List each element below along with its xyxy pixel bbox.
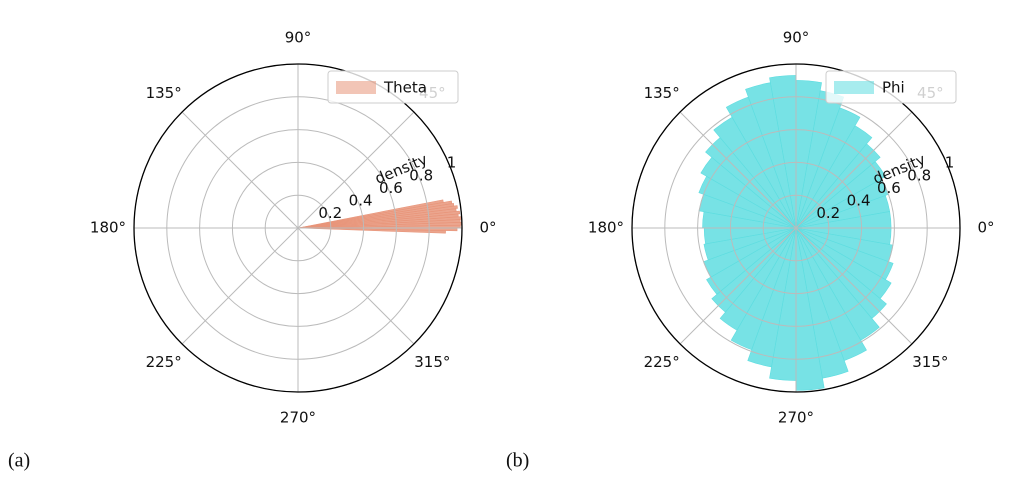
radial-tick-label: 0.6 <box>379 179 403 197</box>
bar <box>713 116 797 229</box>
bar <box>795 227 849 379</box>
bar <box>297 199 444 229</box>
grid-line <box>181 111 299 229</box>
angle-tick-label: 315° <box>414 353 450 371</box>
grid-line <box>297 111 415 229</box>
angle-tick-label: 225° <box>146 353 182 371</box>
legend-swatch <box>834 81 874 94</box>
radial-tick-label: 0.8 <box>409 166 433 184</box>
panel-caption: (a) <box>8 450 30 472</box>
angle-tick-label: 270° <box>778 409 814 427</box>
angle-tick-label: 90° <box>285 29 312 47</box>
polar-frame <box>133 63 463 393</box>
radial-tick-label: 0.6 <box>877 179 901 197</box>
radial-tick-label: 0.2 <box>318 204 342 222</box>
radial-tick-label: 1 <box>447 154 457 172</box>
bar <box>725 96 797 229</box>
legend-label: Theta <box>383 79 427 97</box>
bar <box>795 227 894 281</box>
radial-tick-label: 1 <box>945 154 955 172</box>
grid-line <box>181 227 299 345</box>
polar-frame <box>631 63 961 393</box>
legend-label: Phi <box>882 79 905 97</box>
panel-caption: (b) <box>506 450 529 472</box>
angle-tick-label: 270° <box>280 409 316 427</box>
bar <box>795 227 892 300</box>
angle-tick-label: 135° <box>644 84 680 102</box>
angle-tick-label: 0° <box>977 219 994 237</box>
bar <box>795 227 867 361</box>
radial-tick-label: 0.2 <box>816 204 840 222</box>
radial-tick-label: 0.4 <box>847 191 871 209</box>
legend-swatch <box>336 81 376 94</box>
angle-tick-label: 315° <box>912 353 948 371</box>
angle-tick-label: 0° <box>479 219 496 237</box>
legend-box <box>825 70 957 104</box>
angle-tick-label: 225° <box>644 353 680 371</box>
bar <box>745 82 797 229</box>
angle-tick-label: 180° <box>90 219 126 237</box>
angle-tick-label: 135° <box>146 84 182 102</box>
bar <box>698 175 797 229</box>
bar <box>795 227 880 341</box>
angle-tick-label: 180° <box>588 219 624 237</box>
angle-tick-label: 90° <box>783 29 810 47</box>
grid-line <box>679 111 797 229</box>
radial-tick-label: 0.8 <box>907 166 931 184</box>
legend-box <box>327 70 459 104</box>
grid-line <box>679 227 797 345</box>
radial-tick-label: 0.4 <box>349 191 373 209</box>
grid-line <box>297 227 415 345</box>
grid-line <box>795 111 913 229</box>
grid-line <box>795 227 913 345</box>
bar <box>700 156 797 229</box>
